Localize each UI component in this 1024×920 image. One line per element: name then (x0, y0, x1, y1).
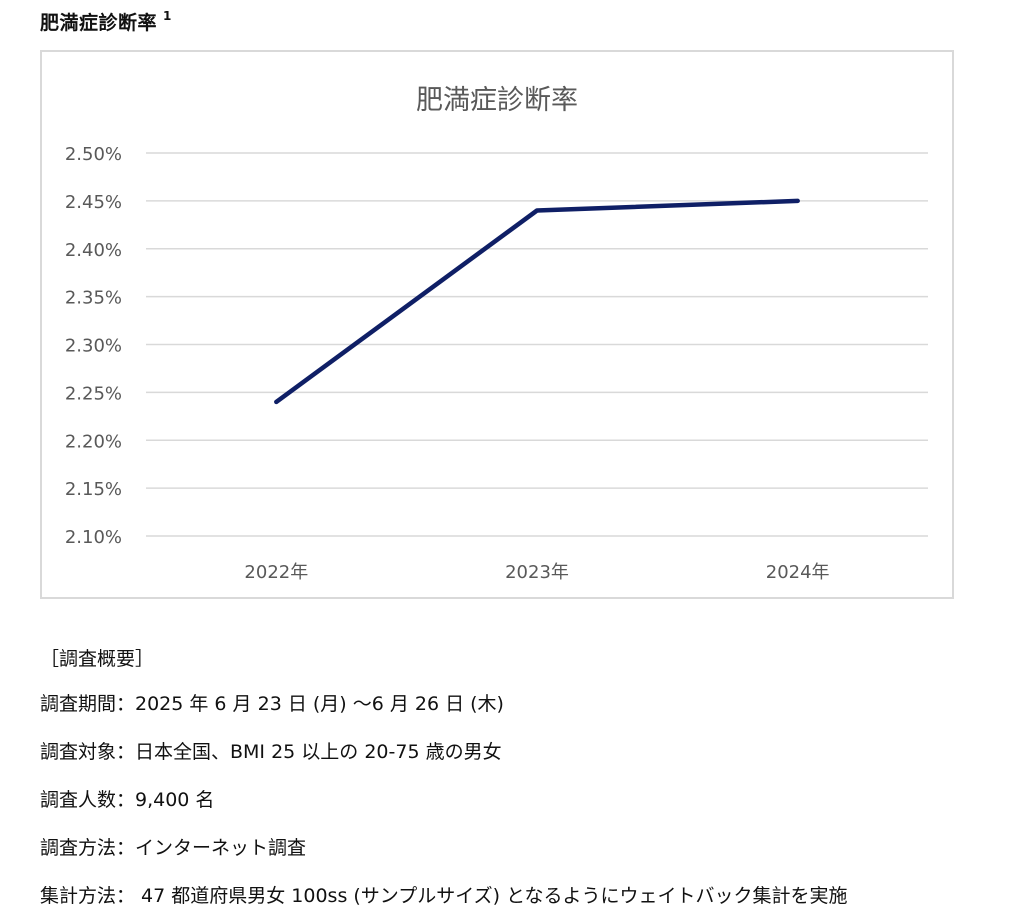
survey-line-count: 調査人数：9,400 名 (40, 789, 215, 811)
x-tick-label: 2024年 (766, 562, 830, 583)
x-tick-label: 2023年 (505, 562, 569, 583)
chart-title: 肥満症診断率 (416, 85, 578, 116)
section-title: 肥満症診断率 (40, 12, 158, 34)
footnote-marker: 1 (163, 8, 172, 23)
survey-notes: ［調査概要］ 調査期間：2025 年 6 月 23 日 (月) ～6 月 26 … (40, 638, 1010, 920)
y-tick-label: 2.30% (65, 336, 122, 357)
y-tick-label: 2.40% (65, 240, 122, 261)
y-tick-label: 2.35% (65, 288, 122, 309)
survey-line-target: 調査対象：日本全国、BMI 25 以上の 20-75 歳の男女 (40, 741, 502, 763)
y-tick-label: 2.25% (65, 383, 122, 404)
survey-line-aggregation: 集計方法： 47 都道府県男女 100ss (サンプルサイズ) となるようにウェ… (40, 885, 848, 907)
line-chart: 肥満症診断率 2.50% 2.45% 2.40% 2.35% 2.30% 2.25% 2.2… (65, 85, 928, 583)
survey-line-period: 調査期間：2025 年 6 月 23 日 (月) ～6 月 26 日 (木) (40, 693, 504, 715)
series-line (274, 198, 800, 405)
chart-frame: 肥満症診断率 2.50% 2.45% 2.40% 2.35% 2.30% 2.25% 2.2… (40, 50, 954, 599)
y-tick-label: 2.20% (65, 431, 122, 452)
x-axis-ticks: 2022年 2023年 2024年 (244, 562, 829, 583)
y-tick-label: 2.45% (65, 192, 122, 213)
survey-title: ［調査概要］ (40, 648, 155, 670)
gridlines (146, 152, 928, 537)
y-axis-ticks: 2.50% 2.45% 2.40% 2.35% 2.30% 2.25% 2.20% 2.15%… (65, 144, 122, 548)
y-tick-label: 2.50% (65, 144, 122, 165)
y-tick-label: 2.10% (65, 527, 122, 548)
section-heading: 肥満症診断率 1 (40, 8, 172, 35)
x-tick-label: 2022年 (244, 562, 308, 583)
series-layer (274, 198, 800, 405)
survey-line-method: 調査方法：インターネット調査 (40, 837, 307, 859)
y-tick-label: 2.15% (65, 479, 122, 500)
